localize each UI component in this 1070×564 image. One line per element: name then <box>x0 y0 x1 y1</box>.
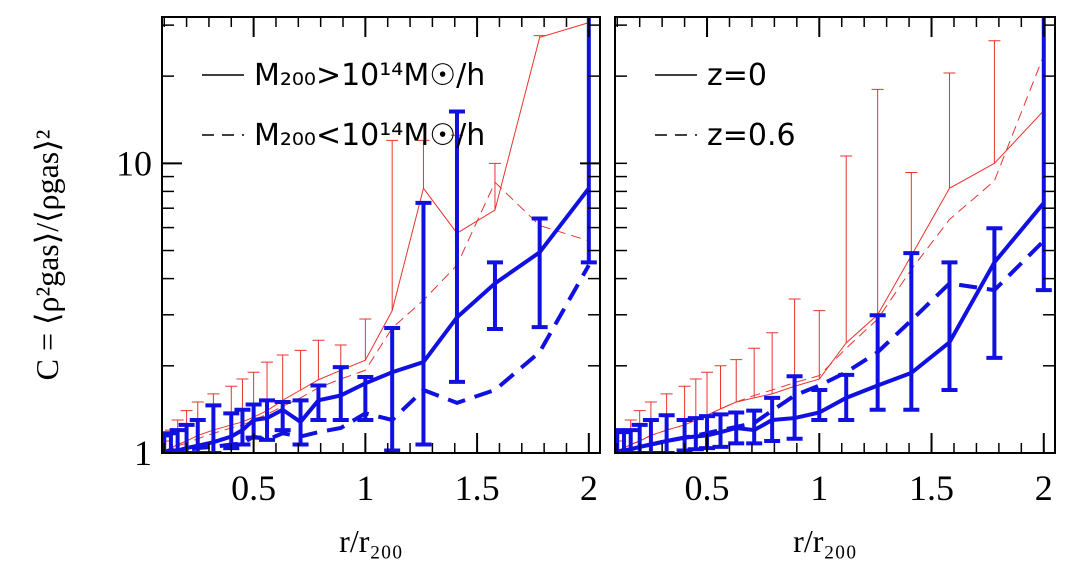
data-line <box>164 181 589 452</box>
error-bar <box>689 378 702 420</box>
error-bar <box>294 349 307 391</box>
error-bar <box>417 139 430 189</box>
error-bar <box>714 365 727 409</box>
error-bar <box>869 313 886 412</box>
x-tick-label: 0.5 <box>685 468 730 508</box>
plot-area <box>162 17 597 453</box>
error-bar <box>905 171 918 256</box>
error-bar <box>448 109 465 384</box>
y-tick-label: 1 <box>134 433 152 473</box>
plot-frame <box>161 16 601 454</box>
data-line <box>617 55 1045 451</box>
error-bar <box>359 318 372 361</box>
error-bar <box>642 417 659 453</box>
error-bar <box>903 251 920 412</box>
error-bar <box>658 413 675 453</box>
error-bar <box>840 155 853 343</box>
error-bar <box>312 339 325 380</box>
error-bar <box>415 200 432 447</box>
error-bar <box>1035 17 1052 293</box>
error-bar <box>941 260 958 393</box>
error-bar <box>786 374 803 441</box>
error-bar <box>276 354 289 401</box>
x-axis-label: r/r₂₀₀ <box>339 523 403 559</box>
error-bar <box>986 226 1003 360</box>
data-line <box>164 264 591 453</box>
data-line <box>163 187 591 453</box>
error-bar <box>274 399 291 433</box>
x-tick-label: 2 <box>1035 468 1053 508</box>
error-bar <box>988 40 1001 164</box>
data-line <box>616 239 1046 453</box>
x-tick-label: 1.5 <box>909 468 954 508</box>
error-bar <box>386 139 399 311</box>
legend-label: M₂₀₀>10¹⁴M☉/h <box>254 58 485 93</box>
x-tick-label: 1 <box>356 468 374 508</box>
x-tick-label: 1 <box>810 468 828 508</box>
error-bar <box>748 347 761 398</box>
error-bar <box>871 88 884 315</box>
error-bar <box>943 72 956 189</box>
error-bar <box>746 408 763 446</box>
error-bar <box>813 310 826 380</box>
data-line <box>616 201 1046 453</box>
error-bar <box>766 332 779 394</box>
error-bar <box>488 162 501 211</box>
plot-frame <box>614 16 1056 454</box>
error-bar <box>384 326 401 453</box>
y-tick-label: 10 <box>116 143 152 183</box>
legend-label: z=0.6 <box>707 118 796 153</box>
error-bar <box>788 298 801 387</box>
error-bar <box>531 216 548 330</box>
error-bar <box>811 388 828 422</box>
error-bar <box>730 359 743 402</box>
x-tick-label: 0.5 <box>231 468 276 508</box>
error-bar <box>486 260 503 331</box>
error-bar <box>205 403 222 453</box>
legend-label: M₂₀₀<10¹⁴M☉/h <box>254 118 485 153</box>
legend-label: z=0 <box>707 58 767 93</box>
y-axis-label: C = ⟨ρ²gas⟩/⟨ρgas⟩² <box>29 130 65 381</box>
error-bar <box>580 17 597 265</box>
error-bar <box>701 371 714 416</box>
data-line <box>617 110 1045 451</box>
x-axis-label: r/r₂₀₀ <box>793 523 857 559</box>
plot-area <box>615 17 1052 453</box>
x-tick-label: 2 <box>580 468 598 508</box>
x-tick-label: 1.5 <box>455 468 500 508</box>
